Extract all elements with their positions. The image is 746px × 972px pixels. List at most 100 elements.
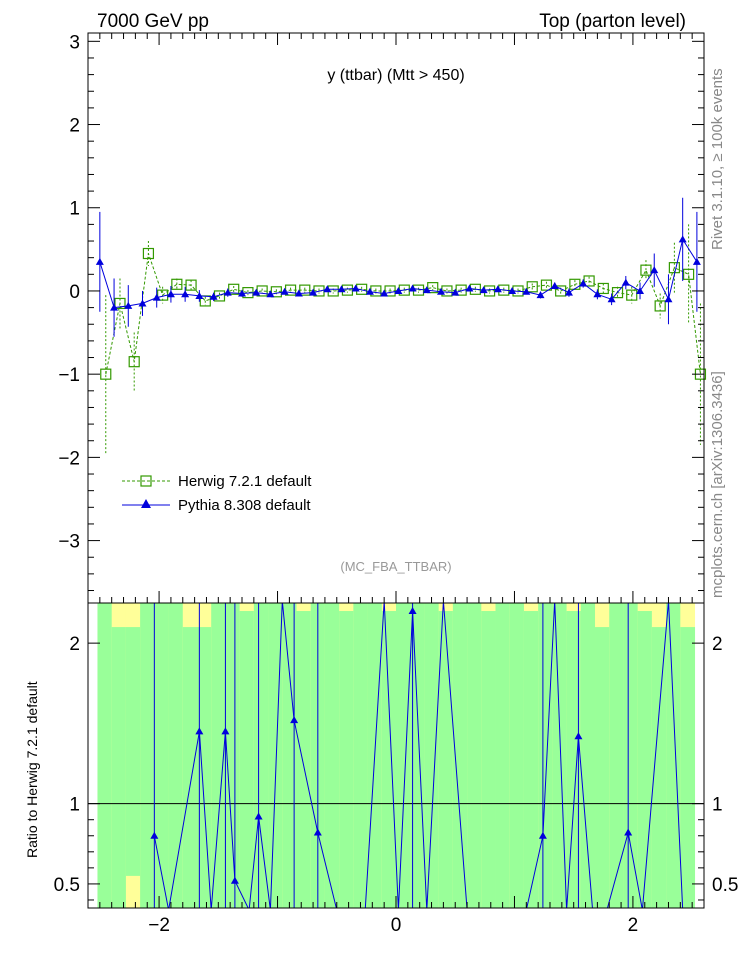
herwig-point: [640, 264, 652, 276]
ratio-y-tick-label-right: 1: [712, 795, 723, 816]
pythia-point: [422, 286, 431, 294]
ratio-band-inner: [225, 603, 241, 908]
x-tick-label: 2: [628, 915, 639, 936]
header-left-label: 7000 GeV pp: [97, 11, 209, 32]
ratio-band-inner: [339, 611, 354, 908]
herwig-point: [142, 247, 155, 260]
pythia-point: [323, 285, 332, 293]
ratio-point: [290, 716, 299, 724]
rivet-version-label: Rivet 3.1.10, ≥ 100k events: [709, 68, 726, 250]
ratio-point: [150, 831, 159, 839]
ratio-band-inner: [595, 627, 610, 908]
herwig-point: [228, 283, 240, 295]
ratio-band-inner: [239, 611, 255, 908]
pythia-point: [493, 285, 502, 293]
pythia-point: [650, 266, 659, 274]
pythia-point: [238, 289, 246, 297]
ratio-point: [195, 727, 204, 735]
pythia-point: [110, 303, 119, 311]
ratio-band-inner: [566, 611, 582, 908]
pythia-point: [522, 287, 531, 295]
ratio-band-inner: [111, 627, 127, 908]
pythia-point: [380, 289, 389, 297]
pythia-point: [309, 288, 318, 296]
ratio-y-tick-label-left: 0.5: [54, 875, 80, 896]
ratio-band-inner: [154, 603, 170, 908]
pythia-point: [209, 292, 218, 300]
pythia-point: [351, 284, 360, 292]
pythia-point: [181, 290, 190, 298]
ratio-point: [230, 876, 239, 884]
herwig-point: [427, 282, 439, 294]
pythia-point: [550, 281, 559, 289]
herwig-point: [455, 284, 467, 296]
x-tick-label: 0: [391, 915, 402, 936]
herwig-point: [654, 300, 666, 312]
pythia-point: [451, 288, 460, 296]
main-y-tick-label: 2: [69, 116, 80, 137]
ratio-band-inner: [182, 627, 198, 908]
herwig-point: [526, 281, 538, 293]
herwig-point: [583, 275, 595, 287]
ratio-band-inner: [125, 627, 141, 876]
pythia-point: [636, 286, 645, 294]
pythia-point: [95, 257, 104, 265]
ratio-band-inner: [253, 603, 269, 908]
pythia-point: [166, 290, 175, 298]
ratio-point: [254, 812, 263, 820]
ratio-band-inner: [140, 603, 155, 908]
pythia-point: [607, 295, 616, 303]
main-y-tick-label: 0: [69, 282, 80, 303]
pythia-point: [692, 257, 701, 265]
main-panel-frame: [87, 32, 705, 604]
herwig-point: [384, 285, 396, 297]
ratio-band-inner: [481, 611, 497, 908]
ratio-band-inner: [211, 603, 226, 908]
header-right-label: Top (parton level): [539, 11, 686, 32]
pythia-point: [152, 293, 161, 301]
main-series: [95, 197, 707, 454]
ratio-point: [624, 828, 633, 836]
ratio-series: [150, 603, 684, 908]
analysis-tag: (MC_FBA_TTBAR): [340, 559, 451, 574]
pythia-point: [408, 284, 417, 292]
herwig-point: [611, 287, 624, 299]
ratio-band-inner: [637, 611, 653, 908]
main-y-tick-label: −3: [58, 532, 80, 553]
ratio-band-inner: [538, 603, 553, 908]
main-y-tick-label: −2: [58, 448, 80, 469]
pythia-point: [223, 288, 232, 296]
ratio-band-inner: [168, 603, 184, 908]
x-tick-label: −2: [148, 915, 170, 936]
ratio-y-axis-label: Ratio to Herwig 7.2.1 default: [24, 681, 40, 858]
herwig-series-line: [105, 253, 701, 375]
ratio-band-inner: [623, 603, 639, 908]
herwig-point: [185, 279, 197, 291]
ratio-point: [408, 607, 417, 615]
herwig-point: [597, 282, 609, 295]
herwig-point: [128, 356, 140, 368]
pythia-series-line: [99, 238, 698, 309]
ratio-band-inner: [381, 611, 397, 908]
ratio-point: [313, 828, 322, 836]
herwig-point: [299, 284, 311, 296]
ratio-y-tick-label-right: 2: [712, 634, 723, 655]
pythia-point: [294, 289, 303, 297]
pythia-point: [266, 290, 275, 298]
ratio-band-inner: [324, 603, 340, 908]
main-y-tick-label: −1: [58, 365, 80, 386]
ratio-band-inner: [396, 603, 411, 908]
ratio-band-inner: [452, 603, 468, 908]
pythia-point: [437, 287, 446, 295]
pythia-point: [508, 286, 517, 294]
ratio-point: [574, 732, 583, 740]
pythia-point: [564, 288, 573, 296]
herwig-point: [100, 368, 112, 380]
herwig-point: [540, 279, 553, 291]
pythia-point: [138, 299, 147, 307]
ratio-band-inner: [495, 603, 511, 908]
pythia-point: [593, 290, 602, 298]
pythia-point: [195, 291, 204, 299]
pythia-point: [479, 286, 488, 294]
pythia-point: [678, 235, 687, 243]
